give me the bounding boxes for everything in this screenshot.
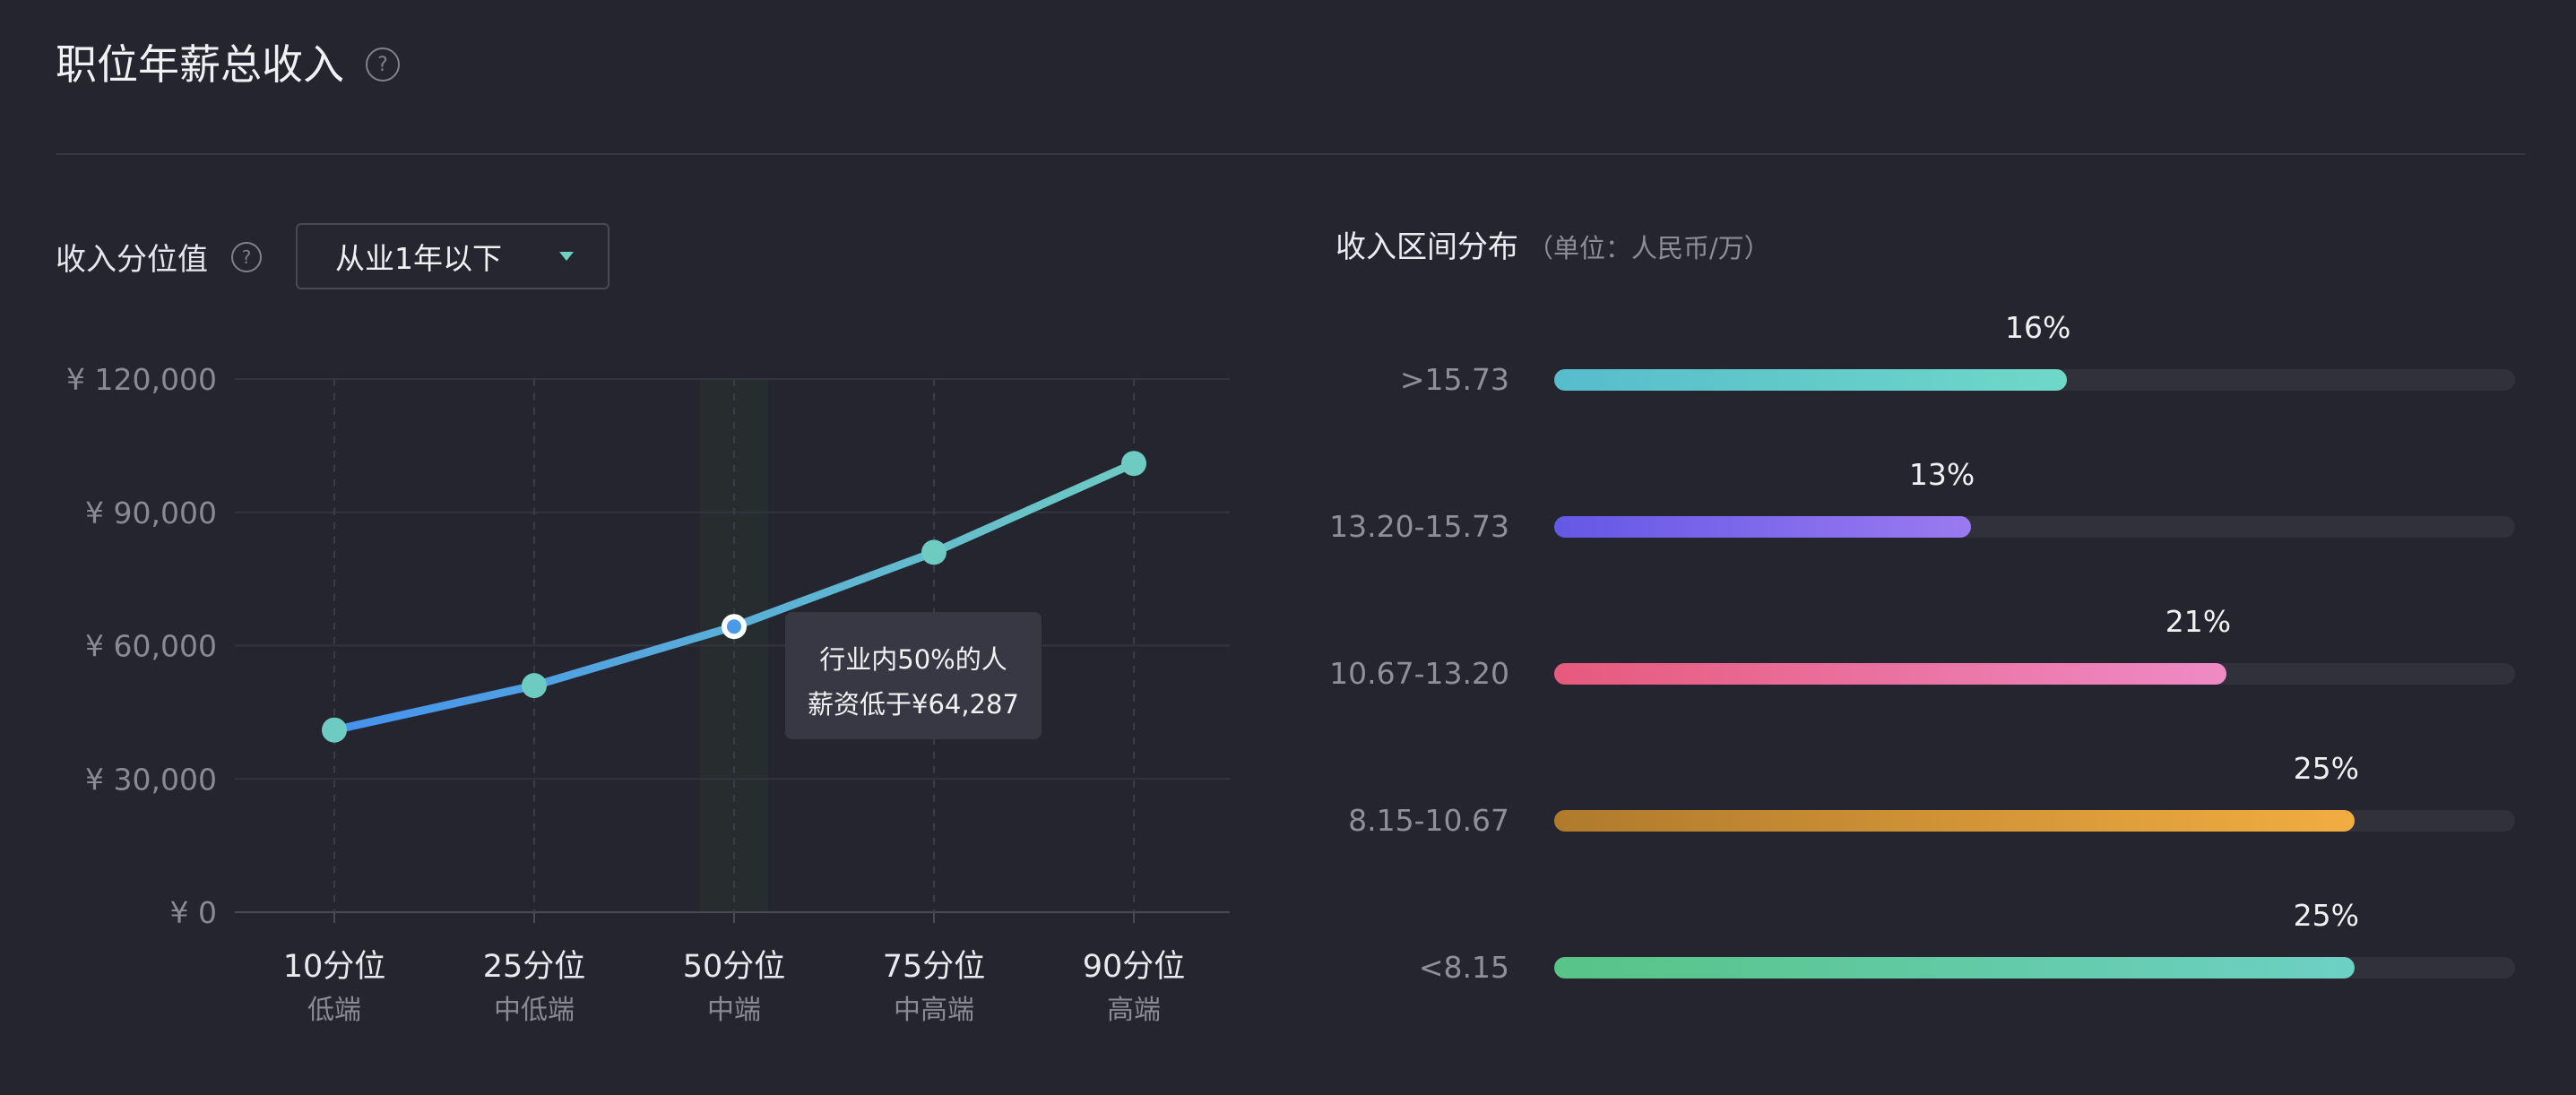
bar-value-label: 25% — [2293, 751, 2360, 786]
bar-category-label: 13.20-15.73 — [1329, 509, 1509, 544]
x-tick-label: 50分位 — [683, 949, 786, 985]
x-tick-sublabel: 中端 — [707, 995, 761, 1026]
bar-track: 16% — [1554, 310, 2515, 391]
distribution-row: <8.15 25% — [1336, 898, 2519, 1000]
data-point-highlight-core — [727, 619, 741, 634]
tooltip-line-1: 行业内50%的人 — [819, 644, 1007, 675]
tooltip-line-2: 薪资低于¥64,287 — [808, 689, 1019, 720]
chart-tooltip: 行业内50%的人 薪资低于¥64,287 — [785, 612, 1042, 739]
percentile-label-text: 收入分位值 — [56, 242, 208, 278]
bar-track: 21% — [1554, 604, 2515, 685]
bar-fill[interactable] — [1554, 369, 2067, 391]
y-tick-label: ¥ 90,000 — [85, 496, 217, 530]
y-tick-label: ¥ 120,000 — [66, 362, 217, 397]
page-title: 职位年薪总收入 ? — [56, 32, 400, 91]
x-tick-sublabel: 中高端 — [894, 995, 974, 1026]
data-point[interactable] — [522, 673, 547, 699]
caret-down-icon — [559, 252, 574, 261]
x-tick-sublabel: 低端 — [307, 995, 361, 1026]
x-tick-label: 25分位 — [483, 949, 586, 985]
bar-category-label: 10.67-13.20 — [1329, 656, 1509, 691]
data-point[interactable] — [322, 717, 347, 743]
distribution-row: 10.67-13.20 21% — [1329, 604, 2519, 706]
bar-value-label: 21% — [2165, 604, 2232, 639]
bar-track: 13% — [1554, 457, 2515, 538]
help-icon[interactable]: ? — [231, 241, 262, 272]
page-title-text: 职位年薪总收入 — [56, 40, 344, 89]
distribution-title: 收入区间分布 （单位：人民币/万） — [1336, 222, 1770, 266]
experience-dropdown[interactable]: 从业1年以下 — [296, 223, 609, 289]
x-tick-sublabel: 高端 — [1107, 995, 1161, 1026]
bar-fill[interactable] — [1554, 663, 2227, 685]
bar-track: 25% — [1554, 751, 2515, 832]
bar-fill[interactable] — [1554, 957, 2356, 979]
bar-value-label: 25% — [2293, 898, 2360, 933]
bar-value-label: 13% — [1908, 457, 1975, 492]
distribution-unit: （单位：人民币/万） — [1527, 233, 1770, 263]
bar-category-label: <8.15 — [1418, 950, 1509, 985]
data-point[interactable] — [1121, 451, 1146, 477]
distribution-row: >15.73 16% — [1336, 310, 2519, 412]
distribution-row: 8.15-10.67 25% — [1336, 751, 2519, 853]
bar-track: 25% — [1554, 898, 2515, 979]
bar-category-label: 8.15-10.67 — [1348, 803, 1509, 838]
y-tick-label: ¥ 0 — [170, 895, 217, 930]
distribution-title-text: 收入区间分布 — [1336, 229, 1518, 265]
bar-fill[interactable] — [1554, 810, 2356, 832]
x-tick-label: 75分位 — [883, 949, 986, 985]
y-tick-label: ¥ 60,000 — [85, 629, 217, 664]
percentile-label: 收入分位值 ? — [56, 235, 262, 279]
bar-value-label: 16% — [2005, 310, 2071, 345]
x-tick-label: 10分位 — [283, 949, 386, 985]
percentile-line-chart: ¥ 0 ¥ 30,000 ¥ 60,000 ¥ 90,000 ¥ 120,000 10分… — [66, 362, 1230, 1026]
bar-category-label: >15.73 — [1399, 362, 1509, 397]
divider — [56, 153, 2525, 155]
bar-fill[interactable] — [1554, 516, 1971, 538]
dropdown-value: 从业1年以下 — [335, 241, 502, 276]
data-point[interactable] — [921, 539, 947, 565]
x-tick-sublabel: 中低端 — [494, 995, 575, 1026]
distribution-row: 13.20-15.73 13% — [1329, 457, 2519, 559]
x-tick-label: 90分位 — [1083, 949, 1186, 985]
y-tick-label: ¥ 30,000 — [85, 762, 217, 797]
help-icon[interactable]: ? — [366, 47, 400, 82]
